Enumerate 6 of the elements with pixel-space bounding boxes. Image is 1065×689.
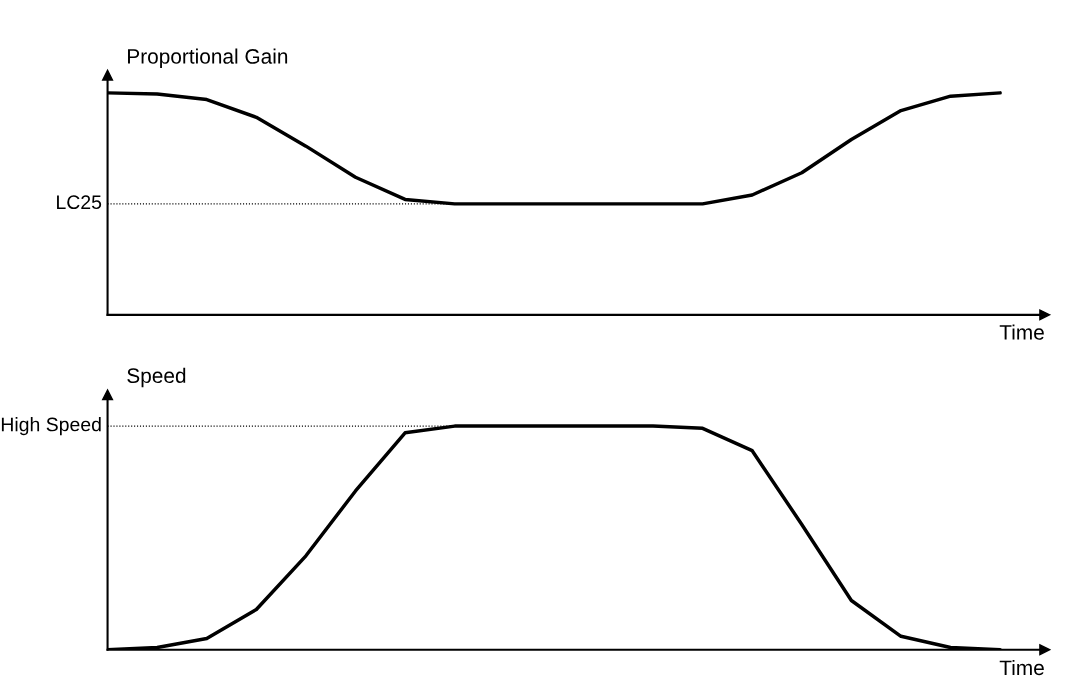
ref-line-label: LC25	[57, 195, 102, 210]
x-axis-title: Time	[999, 659, 1044, 676]
x-axis-title: Time	[999, 324, 1044, 340]
y-axis-title: Speed	[127, 367, 186, 388]
ref-line-label: High Speed	[1, 417, 101, 436]
y-axis-title: Proportional Gain	[128, 48, 288, 68]
